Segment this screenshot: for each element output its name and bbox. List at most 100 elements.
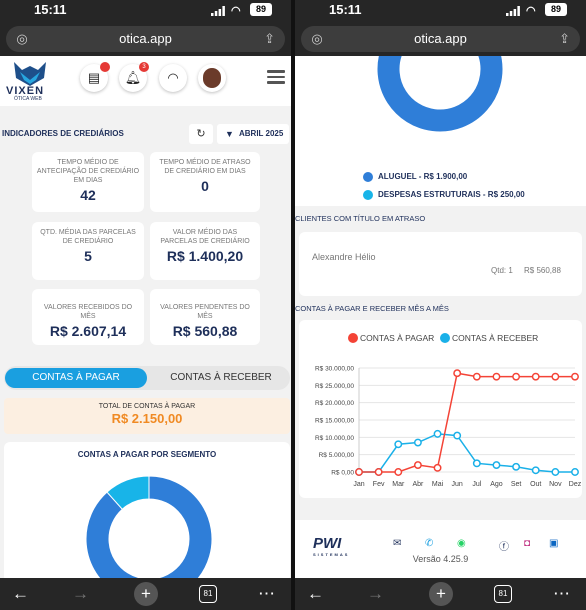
card-label: TEMPO MÉDIO DE ANTECIPAÇÃO DE CREDIÁRIO … bbox=[36, 159, 140, 184]
card-label: VALORES PENDENTES DO MÊS bbox=[160, 304, 250, 320]
avatar-photo bbox=[203, 68, 221, 88]
share-icon[interactable]: ⇪ bbox=[559, 31, 570, 46]
data-point bbox=[413, 438, 422, 447]
monthly-chart-card: CONTAS À PAGAR CONTAS À RECEBER R$ 0,00 R$ … bbox=[299, 320, 582, 498]
forward-arrow-icon[interactable]: → bbox=[72, 584, 89, 603]
more-menu-icon[interactable]: ⋯ bbox=[553, 584, 570, 603]
avatar[interactable] bbox=[198, 64, 226, 92]
site-settings-icon[interactable]: ◎ bbox=[16, 31, 28, 46]
vixen-logo-icon bbox=[14, 62, 46, 86]
browser-toolbar: ← → + 81 ⋯ bbox=[295, 578, 586, 610]
y-tick-label: R$ 25.000,00 bbox=[315, 383, 354, 390]
monthly-chart-title: CONTAS À PAGAR E RECEBER MÊS A MÊS bbox=[295, 304, 449, 313]
status-time: 15:11 bbox=[34, 2, 67, 17]
back-arrow-icon[interactable]: ← bbox=[307, 584, 324, 603]
section-title: INDICADORES DE CREDIÁRIOS bbox=[2, 129, 124, 138]
url-bar[interactable]: ◎ otica.app ⇪ bbox=[6, 26, 285, 52]
more-menu-icon[interactable]: ⋯ bbox=[258, 584, 275, 603]
x-tick-label: Jul bbox=[472, 481, 481, 488]
data-point bbox=[394, 440, 403, 449]
data-point bbox=[531, 466, 540, 475]
segment-chart-card: ALUGUEL - R$ 1.900,00 DESPESAS ESTRUTURA… bbox=[295, 56, 586, 206]
url-text: otica.app bbox=[414, 31, 467, 46]
battery-icon: 89 bbox=[250, 3, 272, 16]
new-tab-icon[interactable]: + bbox=[429, 582, 453, 606]
share-icon[interactable]: ⇪ bbox=[264, 31, 275, 46]
url-text: otica.app bbox=[119, 31, 172, 46]
whatsapp-icon[interactable]: ◉ bbox=[457, 538, 466, 549]
cash-register-button[interactable]: ▤ bbox=[80, 62, 110, 92]
x-tick-label: Dez bbox=[569, 481, 582, 488]
page-content: ALUGUEL - R$ 1.900,00 DESPESAS ESTRUTURA… bbox=[295, 56, 586, 578]
url-bar[interactable]: ◎ otica.app ⇪ bbox=[301, 26, 580, 52]
support-button[interactable]: ◠ bbox=[159, 64, 187, 92]
refresh-button[interactable]: ↻ bbox=[189, 124, 213, 144]
card-value: 42 bbox=[80, 187, 96, 203]
status-bar: 15:11 ◠ 89 bbox=[0, 0, 291, 20]
total-label: TOTAL DE CONTAS À PAGAR bbox=[98, 403, 196, 410]
forward-arrow-icon[interactable]: → bbox=[367, 584, 384, 603]
legend-item: DESPESAS ESTRUTURAIS - R$ 250,00 bbox=[363, 190, 525, 200]
notifications-button[interactable]: 🔔︎ 3 bbox=[119, 62, 149, 92]
series-line bbox=[359, 433, 575, 473]
new-tab-icon[interactable]: + bbox=[134, 582, 158, 606]
card-label: VALORES RECEBIDOS DO MÊS bbox=[43, 304, 133, 320]
bell-badge: 3 bbox=[139, 62, 149, 72]
legend-label: CONTAS À PAGAR bbox=[360, 333, 434, 343]
data-point bbox=[512, 462, 521, 471]
browser-toolbar: ← → + 81 ⋯ bbox=[0, 578, 291, 610]
data-point bbox=[453, 431, 462, 440]
month-label: ABRIL 2025 bbox=[239, 129, 284, 138]
donut-chart bbox=[85, 475, 213, 578]
left-screen: 15:11 ◠ 89 ◎ otica.app ⇪ VIXEN ÓTICA WEB… bbox=[0, 0, 291, 610]
notification-dot bbox=[100, 62, 110, 72]
tab-count-button[interactable]: 81 bbox=[199, 585, 217, 603]
tab-contas-a-receber[interactable]: CONTAS À RECEBER bbox=[170, 372, 272, 383]
total-payable-card: TOTAL DE CONTAS À PAGAR R$ 2.150,00 bbox=[4, 398, 290, 434]
linkedin-icon[interactable]: ▣ bbox=[549, 538, 559, 549]
data-point bbox=[492, 461, 501, 470]
status-time: 15:11 bbox=[329, 2, 362, 17]
card-label: QTD. MÉDIA DAS PARCELAS DE CREDIÁRIO bbox=[40, 229, 136, 245]
card-value: 5 bbox=[84, 248, 92, 264]
data-point bbox=[394, 468, 403, 476]
x-tick-label: Nov bbox=[549, 481, 562, 488]
tab-contas-a-pagar[interactable]: CONTAS À PAGAR bbox=[5, 368, 147, 388]
data-point bbox=[571, 468, 579, 476]
data-point bbox=[492, 372, 501, 381]
y-tick-label: R$ 10.000,00 bbox=[315, 435, 354, 442]
x-tick-label: Mar bbox=[392, 481, 405, 488]
pie-slice bbox=[106, 475, 150, 510]
back-arrow-icon[interactable]: ← bbox=[12, 584, 29, 603]
instagram-icon[interactable]: ◘ bbox=[524, 538, 531, 549]
pwi-sub: SISTEMAS bbox=[313, 552, 350, 557]
accounts-tabs: CONTAS À PAGAR CONTAS À RECEBER bbox=[4, 366, 290, 390]
data-point bbox=[571, 372, 579, 381]
indicator-card: TEMPO MÉDIO DE ANTECIPAÇÃO DE CREDIÁRIO … bbox=[32, 152, 144, 212]
y-tick-label: R$ 15.000,00 bbox=[315, 418, 354, 425]
site-settings-icon[interactable]: ◎ bbox=[311, 31, 323, 46]
client-row[interactable]: Alexandre Hélio Qtd: 1 R$ 560,88 bbox=[299, 232, 582, 296]
data-point bbox=[551, 468, 560, 476]
tab-count-button[interactable]: 81 bbox=[494, 585, 512, 603]
series-line bbox=[359, 372, 575, 473]
facebook-icon[interactable]: ⓕ bbox=[499, 542, 509, 553]
email-icon[interactable]: ✉ bbox=[393, 538, 402, 549]
right-screen: 15:11 ◠ 89 ◎ otica.app ⇪ ALUGUEL - R$ 1.… bbox=[295, 0, 586, 610]
client-value: R$ 560,88 bbox=[524, 266, 561, 275]
bell-icon: 🔔︎ bbox=[124, 70, 142, 85]
signal-icon bbox=[211, 6, 225, 16]
segment-chart-card: CONTAS A PAGAR POR SEGMENTO bbox=[4, 442, 290, 578]
pie-slice bbox=[376, 56, 504, 133]
hamburger-menu-icon[interactable] bbox=[267, 70, 285, 84]
x-tick-label: Out bbox=[530, 481, 541, 488]
page-content: VIXEN ÓTICA WEB ▤ 🔔︎ 3 ◠ INDICADORES DE … bbox=[0, 56, 291, 578]
legend-label: DESPESAS ESTRUTURAIS - R$ 250,00 bbox=[378, 190, 525, 200]
logo-subtitle: ÓTICA WEB bbox=[14, 96, 42, 102]
card-value: 0 bbox=[201, 178, 209, 194]
refresh-icon: ↻ bbox=[196, 128, 206, 140]
x-tick-label: Abr bbox=[412, 481, 424, 488]
phone-icon[interactable]: ✆ bbox=[425, 538, 434, 549]
month-filter-button[interactable]: ▼ ABRIL 2025 bbox=[217, 124, 289, 144]
card-value: R$ 2.607,14 bbox=[49, 323, 127, 339]
